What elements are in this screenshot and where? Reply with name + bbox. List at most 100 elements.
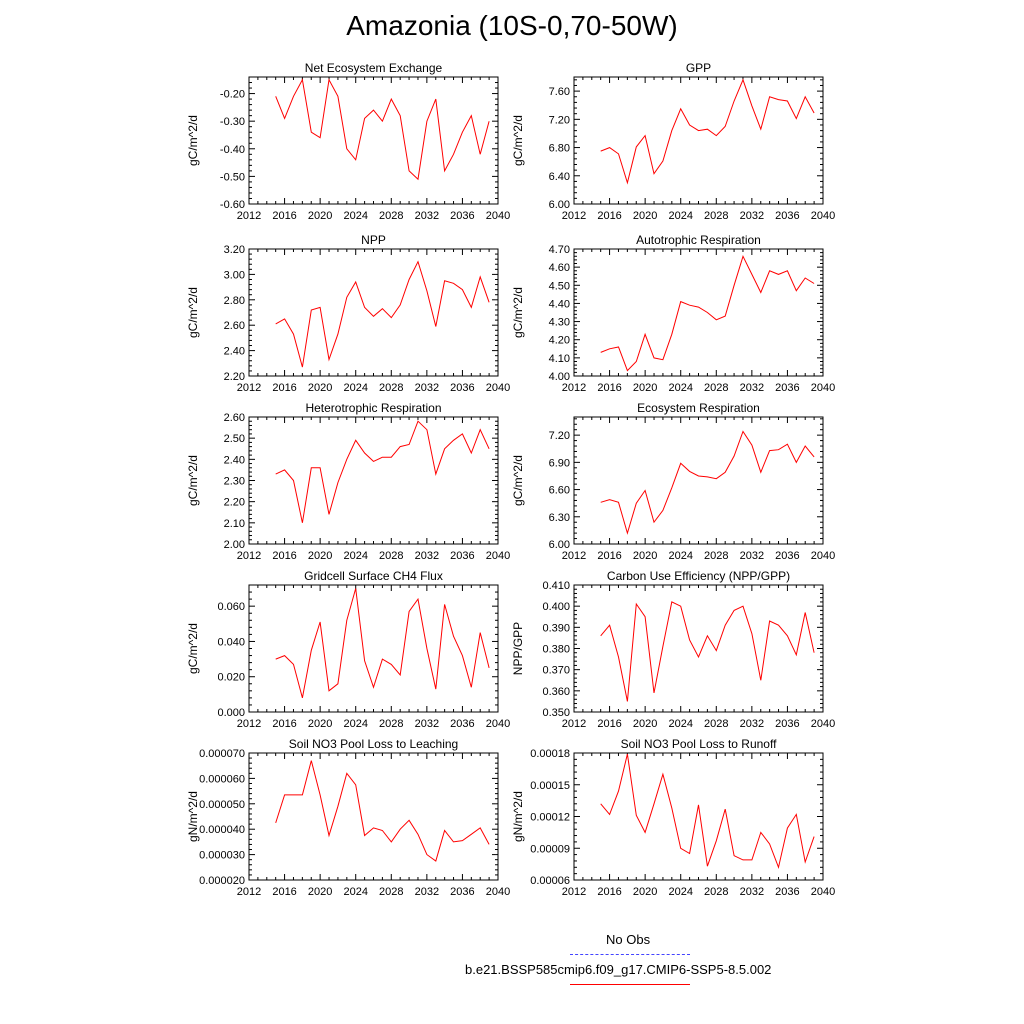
y-tick-label: 7.20 xyxy=(549,114,570,126)
y-tick-label: 7.20 xyxy=(549,430,570,442)
chart-panel: Autotrophic Respiration 2012 2016 2020 2024 2… xyxy=(511,233,835,394)
y-tick-label: 2.20 xyxy=(224,497,245,509)
chart-title: Ecosystem Respiration xyxy=(637,401,760,415)
chart-panel: NPP 2012 2016 2020 2024 2028 2032 2036 2040 2.20 2… xyxy=(186,233,510,394)
figure-title: Amazonia (10S-0,70-50W) xyxy=(346,10,678,41)
x-tick-label: 2032 xyxy=(415,886,439,898)
chart-panel: GPP 2012 2016 2020 2024 2028 2032 2036 2040 6.00 6… xyxy=(511,61,835,222)
y-tick-label: 0.020 xyxy=(217,672,245,684)
chart-title: Net Ecosystem Exchange xyxy=(305,61,443,75)
x-tick-label: 2016 xyxy=(597,210,621,222)
y-tick-label: 2.00 xyxy=(224,539,245,551)
y-tick-label: 0.00006 xyxy=(530,875,570,887)
series-line xyxy=(600,753,815,870)
y-tick-label: 4.20 xyxy=(549,335,570,347)
y-axis-label: gC/m^2/d xyxy=(511,115,525,166)
x-tick-label: 2020 xyxy=(633,718,657,730)
chart-panel: Net Ecosystem Exchange 2012 2016 2020 2024 20… xyxy=(186,61,510,222)
y-tick-label: 0.410 xyxy=(542,580,570,592)
x-tick-label: 2032 xyxy=(740,886,764,898)
chart-panel: Soil NO3 Pool Loss to Leaching 2012 2016 20… xyxy=(186,737,510,898)
x-tick-label: 2024 xyxy=(668,886,692,898)
y-tick-label: 4.40 xyxy=(549,298,570,310)
x-tick-label: 2016 xyxy=(597,382,621,394)
x-tick-label: 2012 xyxy=(562,886,586,898)
x-tick-label: 2028 xyxy=(379,886,403,898)
y-tick-label: 4.50 xyxy=(549,280,570,292)
x-tick-label: 2040 xyxy=(486,382,510,394)
series-line xyxy=(600,78,815,185)
x-tick-label: 2016 xyxy=(597,886,621,898)
y-tick-label: 0.060 xyxy=(217,601,245,613)
chart-title: Gridcell Surface CH4 Flux xyxy=(304,569,443,583)
x-tick-label: 2024 xyxy=(668,718,692,730)
plot-frame xyxy=(573,752,824,881)
x-tick-label: 2040 xyxy=(811,210,835,222)
x-tick-label: 2040 xyxy=(811,718,835,730)
chart-panel: Heterotrophic Respiration 2012 2016 2020 202… xyxy=(186,401,510,562)
x-tick-label: 2028 xyxy=(379,210,403,222)
y-tick-label: 4.30 xyxy=(549,317,570,329)
y-tick-label: -0.40 xyxy=(220,144,245,156)
y-tick-label: 0.000 xyxy=(217,707,245,719)
y-tick-label: 6.90 xyxy=(549,457,570,469)
y-tick-label: 6.30 xyxy=(549,512,570,524)
x-tick-label: 2032 xyxy=(415,718,439,730)
y-tick-label: -0.60 xyxy=(220,199,245,211)
x-tick-label: 2036 xyxy=(450,382,474,394)
y-tick-label: 4.00 xyxy=(549,371,570,383)
x-tick-label: 2036 xyxy=(450,886,474,898)
y-tick-label: 0.000050 xyxy=(199,799,245,811)
chart-title: GPP xyxy=(686,61,711,75)
x-tick-label: 2036 xyxy=(775,886,799,898)
y-tick-label: 0.400 xyxy=(542,601,570,613)
x-tick-label: 2012 xyxy=(562,550,586,562)
y-tick-label: -0.20 xyxy=(220,89,245,101)
y-tick-label: 0.000020 xyxy=(199,875,245,887)
y-tick-label: 2.80 xyxy=(224,295,245,307)
y-tick-label: 2.60 xyxy=(224,412,245,424)
y-axis-label: gC/m^2/d xyxy=(511,455,525,506)
x-tick-label: 2020 xyxy=(308,382,332,394)
x-tick-label: 2040 xyxy=(486,886,510,898)
y-tick-label: 4.70 xyxy=(549,244,570,256)
x-tick-label: 2020 xyxy=(308,886,332,898)
legend: No Obs b.e21.BSSP585cmip6.f09_g17.CMIP6-… xyxy=(440,930,820,1000)
y-tick-label: 0.00009 xyxy=(530,843,570,855)
x-tick-label: 2028 xyxy=(379,718,403,730)
y-tick-label: 2.10 xyxy=(224,518,245,530)
x-tick-label: 2012 xyxy=(562,718,586,730)
x-tick-label: 2020 xyxy=(633,886,657,898)
x-tick-label: 2012 xyxy=(562,382,586,394)
y-axis-label: gC/m^2/d xyxy=(186,455,200,506)
x-tick-label: 2032 xyxy=(740,550,764,562)
y-tick-label: 0.00018 xyxy=(530,748,570,760)
y-tick-label: -0.50 xyxy=(220,171,245,183)
x-tick-label: 2036 xyxy=(775,550,799,562)
series-line xyxy=(600,430,815,535)
y-tick-label: 2.40 xyxy=(224,346,245,358)
y-tick-label: 0.040 xyxy=(217,636,245,648)
legend-model-label: b.e21.BSSP585cmip6.f09_g17.CMIP6-SSP5-8.… xyxy=(465,962,772,977)
y-tick-label: 6.40 xyxy=(549,171,570,183)
chart-title: NPP xyxy=(361,233,386,247)
x-tick-label: 2024 xyxy=(343,886,367,898)
x-tick-label: 2020 xyxy=(308,718,332,730)
x-tick-label: 2024 xyxy=(668,550,692,562)
x-tick-label: 2016 xyxy=(272,718,296,730)
x-tick-label: 2020 xyxy=(633,210,657,222)
x-tick-label: 2012 xyxy=(237,382,261,394)
y-tick-label: 6.80 xyxy=(549,143,570,155)
chart-panel: Carbon Use Efficiency (NPP/GPP) 2012 2016 2… xyxy=(511,569,835,730)
y-tick-label: 0.350 xyxy=(542,707,570,719)
y-tick-label: 0.380 xyxy=(542,644,570,656)
plot-frame xyxy=(573,584,824,713)
plot-frame xyxy=(248,584,499,713)
y-tick-label: -0.30 xyxy=(220,116,245,128)
x-tick-label: 2020 xyxy=(308,550,332,562)
plot-frame xyxy=(573,76,824,205)
x-tick-label: 2012 xyxy=(237,886,261,898)
x-tick-label: 2032 xyxy=(415,550,439,562)
series-line xyxy=(275,78,490,181)
y-tick-label: 0.360 xyxy=(542,686,570,698)
